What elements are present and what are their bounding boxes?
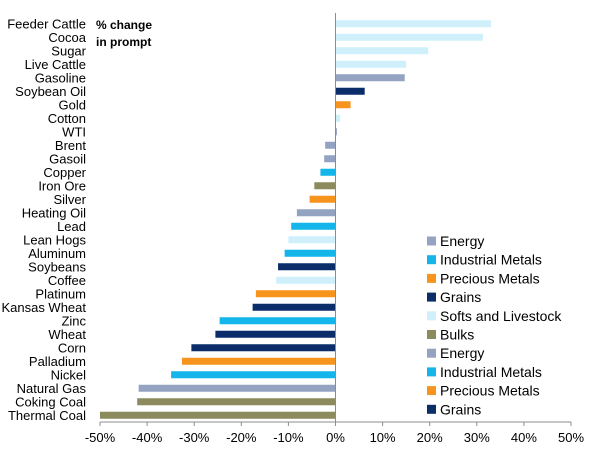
category-label-aluminum: Aluminum — [28, 246, 86, 261]
legend-label: Softs and Livestock — [440, 308, 562, 324]
legend-label: Precious Metals — [440, 270, 540, 286]
legend-label: Grains — [440, 289, 481, 305]
category-label-platinum: Platinum — [35, 286, 86, 301]
legend-label: Energy — [440, 345, 484, 361]
x-tick-label: 10% — [370, 430, 396, 445]
bar-soybean-oil — [335, 87, 365, 95]
legend-label: Industrial Metals — [440, 364, 542, 380]
legend-swatch — [427, 404, 436, 414]
category-label-coking-coal: Coking Coal — [15, 394, 86, 409]
x-tick-label: 30% — [464, 430, 490, 445]
legend-swatch — [427, 330, 436, 339]
bar-iron-ore — [314, 182, 336, 190]
annotation-line-2: in prompt — [96, 35, 151, 49]
category-label-live-cattle: Live Cattle — [25, 57, 86, 72]
x-tick-label: -40% — [132, 430, 163, 445]
bar-palladium — [181, 357, 336, 365]
category-label-gold: Gold — [59, 97, 86, 112]
bar-aluminum — [284, 249, 336, 257]
category-label-thermal-coal: Thermal Coal — [8, 408, 86, 423]
x-tick-label: -20% — [226, 430, 257, 445]
legend-swatch — [427, 273, 436, 283]
bar-gold — [335, 101, 351, 109]
bar-feeder-cattle — [335, 20, 491, 28]
bar-gasoline — [335, 74, 405, 82]
legend: Energy Industrial Metals Precious Metals Gr… — [427, 233, 562, 417]
legend-label: Grains — [440, 401, 481, 417]
bar-cotton — [335, 114, 341, 122]
category-label-sugar: Sugar — [51, 43, 86, 58]
category-label-wheat: Wheat — [48, 327, 86, 342]
legend-swatch — [427, 367, 436, 377]
category-label-nickel: Nickel — [51, 367, 87, 382]
category-label-soybean-oil: Soybean Oil — [15, 84, 86, 99]
bar-wheat — [215, 330, 336, 338]
category-label-soybeans: Soybeans — [28, 259, 86, 274]
legend-label: Precious Metals — [440, 383, 540, 399]
bar-cocoa — [335, 33, 483, 41]
annotation-line-1: % change — [96, 18, 152, 32]
bar-lead — [291, 222, 336, 230]
category-label-wti: WTI — [62, 124, 86, 139]
bars-group — [100, 20, 491, 419]
category-label-copper: Copper — [43, 165, 86, 180]
x-tick-label: 0% — [326, 430, 345, 445]
category-label-corn: Corn — [58, 340, 86, 355]
bar-zinc — [219, 317, 336, 325]
category-label-coffee: Coffee — [48, 273, 86, 288]
category-label-cotton: Cotton — [48, 111, 86, 126]
x-tick-label: 40% — [511, 430, 537, 445]
category-label-feeder-cattle: Feeder Cattle — [7, 16, 86, 31]
bar-nickel — [171, 371, 336, 379]
category-label-lead: Lead — [57, 219, 86, 234]
bar-coking-coal — [137, 398, 336, 406]
bar-wti — [335, 128, 337, 136]
legend-swatch — [427, 292, 436, 302]
x-tick-label: 50% — [558, 430, 584, 445]
bar-kansas-wheat — [252, 303, 336, 311]
category-label-iron-ore: Iron Ore — [38, 178, 86, 193]
legend-swatch — [427, 311, 436, 321]
legend-label: Industrial Metals — [440, 252, 542, 268]
category-label-gasoil: Gasoil — [49, 151, 86, 166]
legend-swatch — [427, 348, 436, 358]
category-label-zinc: Zinc — [61, 313, 86, 328]
legend-swatch — [427, 386, 436, 396]
bar-natural-gas — [138, 384, 336, 392]
bar-soybeans — [278, 263, 336, 271]
category-label-natural-gas: Natural Gas — [17, 381, 87, 396]
bar-brent — [325, 141, 336, 149]
bar-sugar — [335, 47, 429, 55]
x-axis-ticks: -50% -40% -30% -20% -10% 0% 10% 20% 30% 40% 50% — [85, 422, 584, 445]
category-label-cocoa: Cocoa — [48, 30, 86, 45]
category-label-kansas-wheat: Kansas Wheat — [1, 300, 86, 315]
category-label-palladium: Palladium — [29, 354, 86, 369]
x-tick-label: -10% — [273, 430, 304, 445]
category-label-heating-oil: Heating Oil — [22, 205, 86, 220]
bar-gasoil — [324, 155, 336, 163]
bar-live-cattle — [335, 60, 407, 68]
legend-swatch — [427, 255, 436, 265]
category-label-brent: Brent — [55, 138, 86, 153]
category-label-gasoline: Gasoline — [35, 70, 86, 85]
bar-corn — [191, 344, 336, 352]
x-tick-label: -50% — [85, 430, 116, 445]
bar-coffee — [276, 276, 336, 284]
legend-label: Bulks — [440, 327, 474, 343]
category-label-lean-hogs: Lean Hogs — [23, 232, 86, 247]
bar-copper — [320, 168, 336, 176]
category-label-silver: Silver — [53, 192, 86, 207]
bar-heating-oil — [296, 209, 336, 217]
bar-lean-hogs — [288, 236, 336, 244]
bar-platinum — [255, 290, 336, 298]
x-tick-label: 20% — [417, 430, 443, 445]
x-tick-label: -30% — [179, 430, 210, 445]
bar-silver — [309, 195, 336, 203]
bar-thermal-coal — [100, 411, 336, 419]
legend-label: Energy — [440, 233, 484, 249]
legend-swatch — [427, 236, 436, 246]
